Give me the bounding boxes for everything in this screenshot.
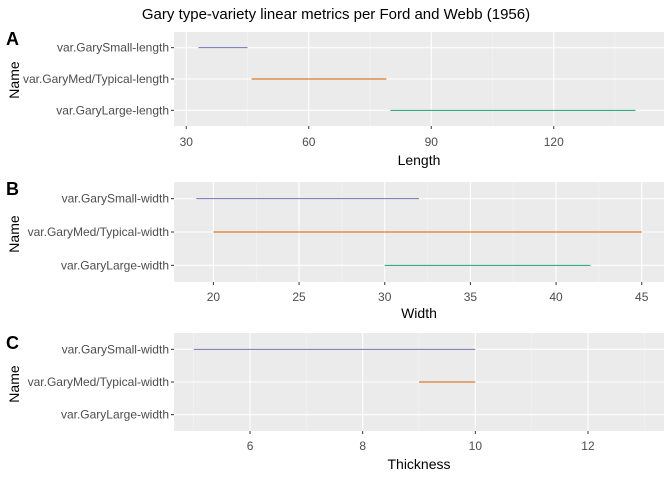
panel-tag: B: [6, 179, 19, 199]
y-tick-label: var.GaryMed/Typical-width: [28, 225, 169, 239]
panel-tag: A: [6, 29, 19, 49]
y-axis-title: Name: [6, 365, 22, 403]
y-tick-label: var.GaryLarge-length: [56, 103, 169, 117]
x-tick-label: 30: [180, 135, 194, 149]
x-tick-label: 12: [581, 439, 595, 453]
x-tick-label: 20: [207, 290, 221, 304]
y-tick-label: var.GarySmall-width: [62, 342, 169, 356]
x-axis-title: Width: [401, 305, 437, 321]
x-axis-title: Thickness: [387, 456, 450, 472]
x-tick-label: 25: [292, 290, 306, 304]
x-tick-label: 60: [302, 135, 316, 149]
panel-tag: C: [6, 333, 19, 353]
y-tick-label: var.GaryMed/Typical-length: [23, 72, 169, 86]
y-tick-label: var.GarySmall-length: [57, 41, 169, 55]
y-tick-label: var.GaryLarge-width: [61, 258, 169, 272]
x-tick-label: 90: [425, 135, 439, 149]
x-tick-label: 10: [469, 439, 483, 453]
x-tick-label: 40: [549, 290, 563, 304]
chart-title: Gary type-variety linear metrics per For…: [142, 6, 530, 23]
y-tick-label: var.GaryLarge-width: [61, 408, 169, 422]
x-tick-label: 35: [464, 290, 478, 304]
panel-c: var.GarySmall-width var.GaryMed/Typical-w…: [6, 333, 664, 472]
panel-a: var.GarySmall-length var.GaryMed/Typical-…: [6, 29, 664, 168]
y-axis-title: Name: [6, 61, 22, 99]
x-tick-label: 120: [544, 135, 564, 149]
y-axis-title: Name: [6, 215, 22, 253]
x-axis-title: Length: [398, 152, 441, 168]
x-tick-label: 30: [378, 290, 392, 304]
x-tick-label: 8: [359, 439, 366, 453]
panel-b: var.GarySmall-width var.GaryMed/Typical-w…: [6, 179, 664, 321]
y-tick-label: var.GaryMed/Typical-width: [28, 375, 169, 389]
x-tick-label: 6: [247, 439, 254, 453]
x-tick-label: 45: [635, 290, 649, 304]
y-tick-label: var.GarySmall-width: [62, 192, 169, 206]
